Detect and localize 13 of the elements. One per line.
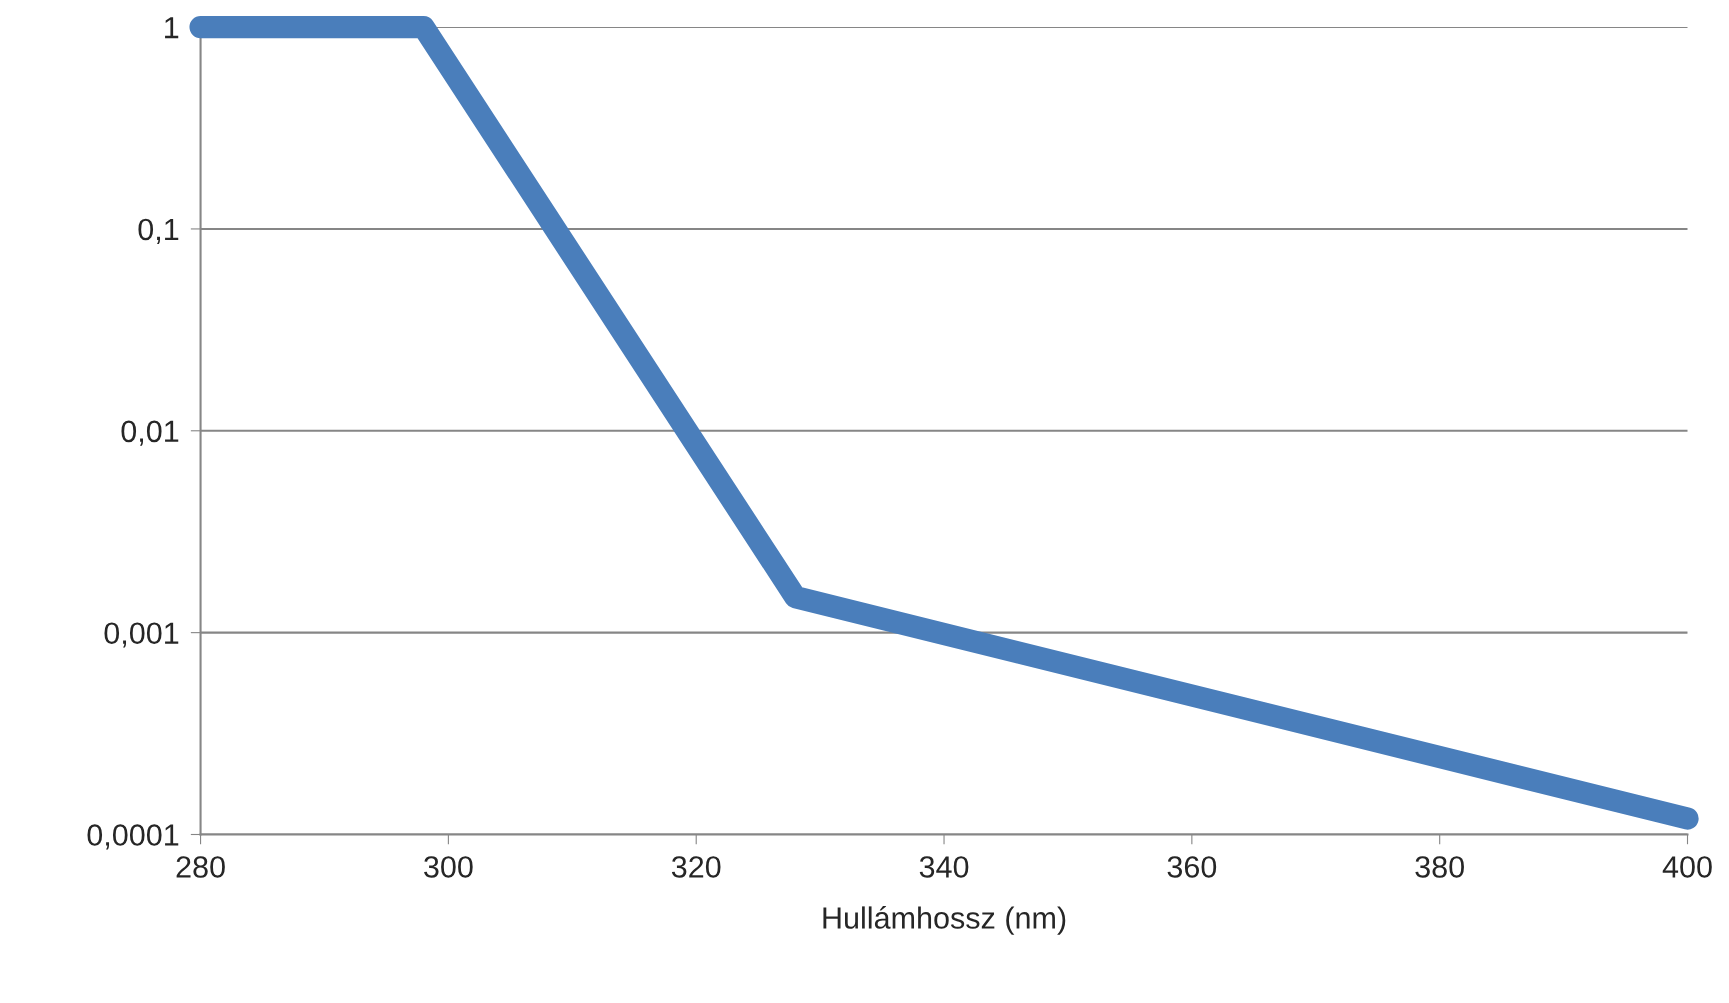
x-axis-title: Hullámhossz (nm)	[823, 906, 1066, 935]
y-tick-label: 1	[165, 17, 179, 39]
x-tick-label: 400	[1662, 856, 1712, 878]
x-tick-label: 340	[919, 856, 969, 878]
y-tick-label: 0,01	[121, 420, 179, 446]
x-tick-label: 280	[176, 856, 225, 878]
x-tick-label: 320	[671, 856, 721, 878]
y-tick-label: 0,0001	[87, 824, 179, 850]
x-tick-label: 300	[424, 856, 473, 878]
y-tick-label: 0,001	[104, 622, 179, 648]
x-tick-label: 380	[1415, 856, 1464, 878]
x-tick-label: 360	[1167, 856, 1217, 878]
y-tick-label: 0,1	[138, 218, 179, 244]
